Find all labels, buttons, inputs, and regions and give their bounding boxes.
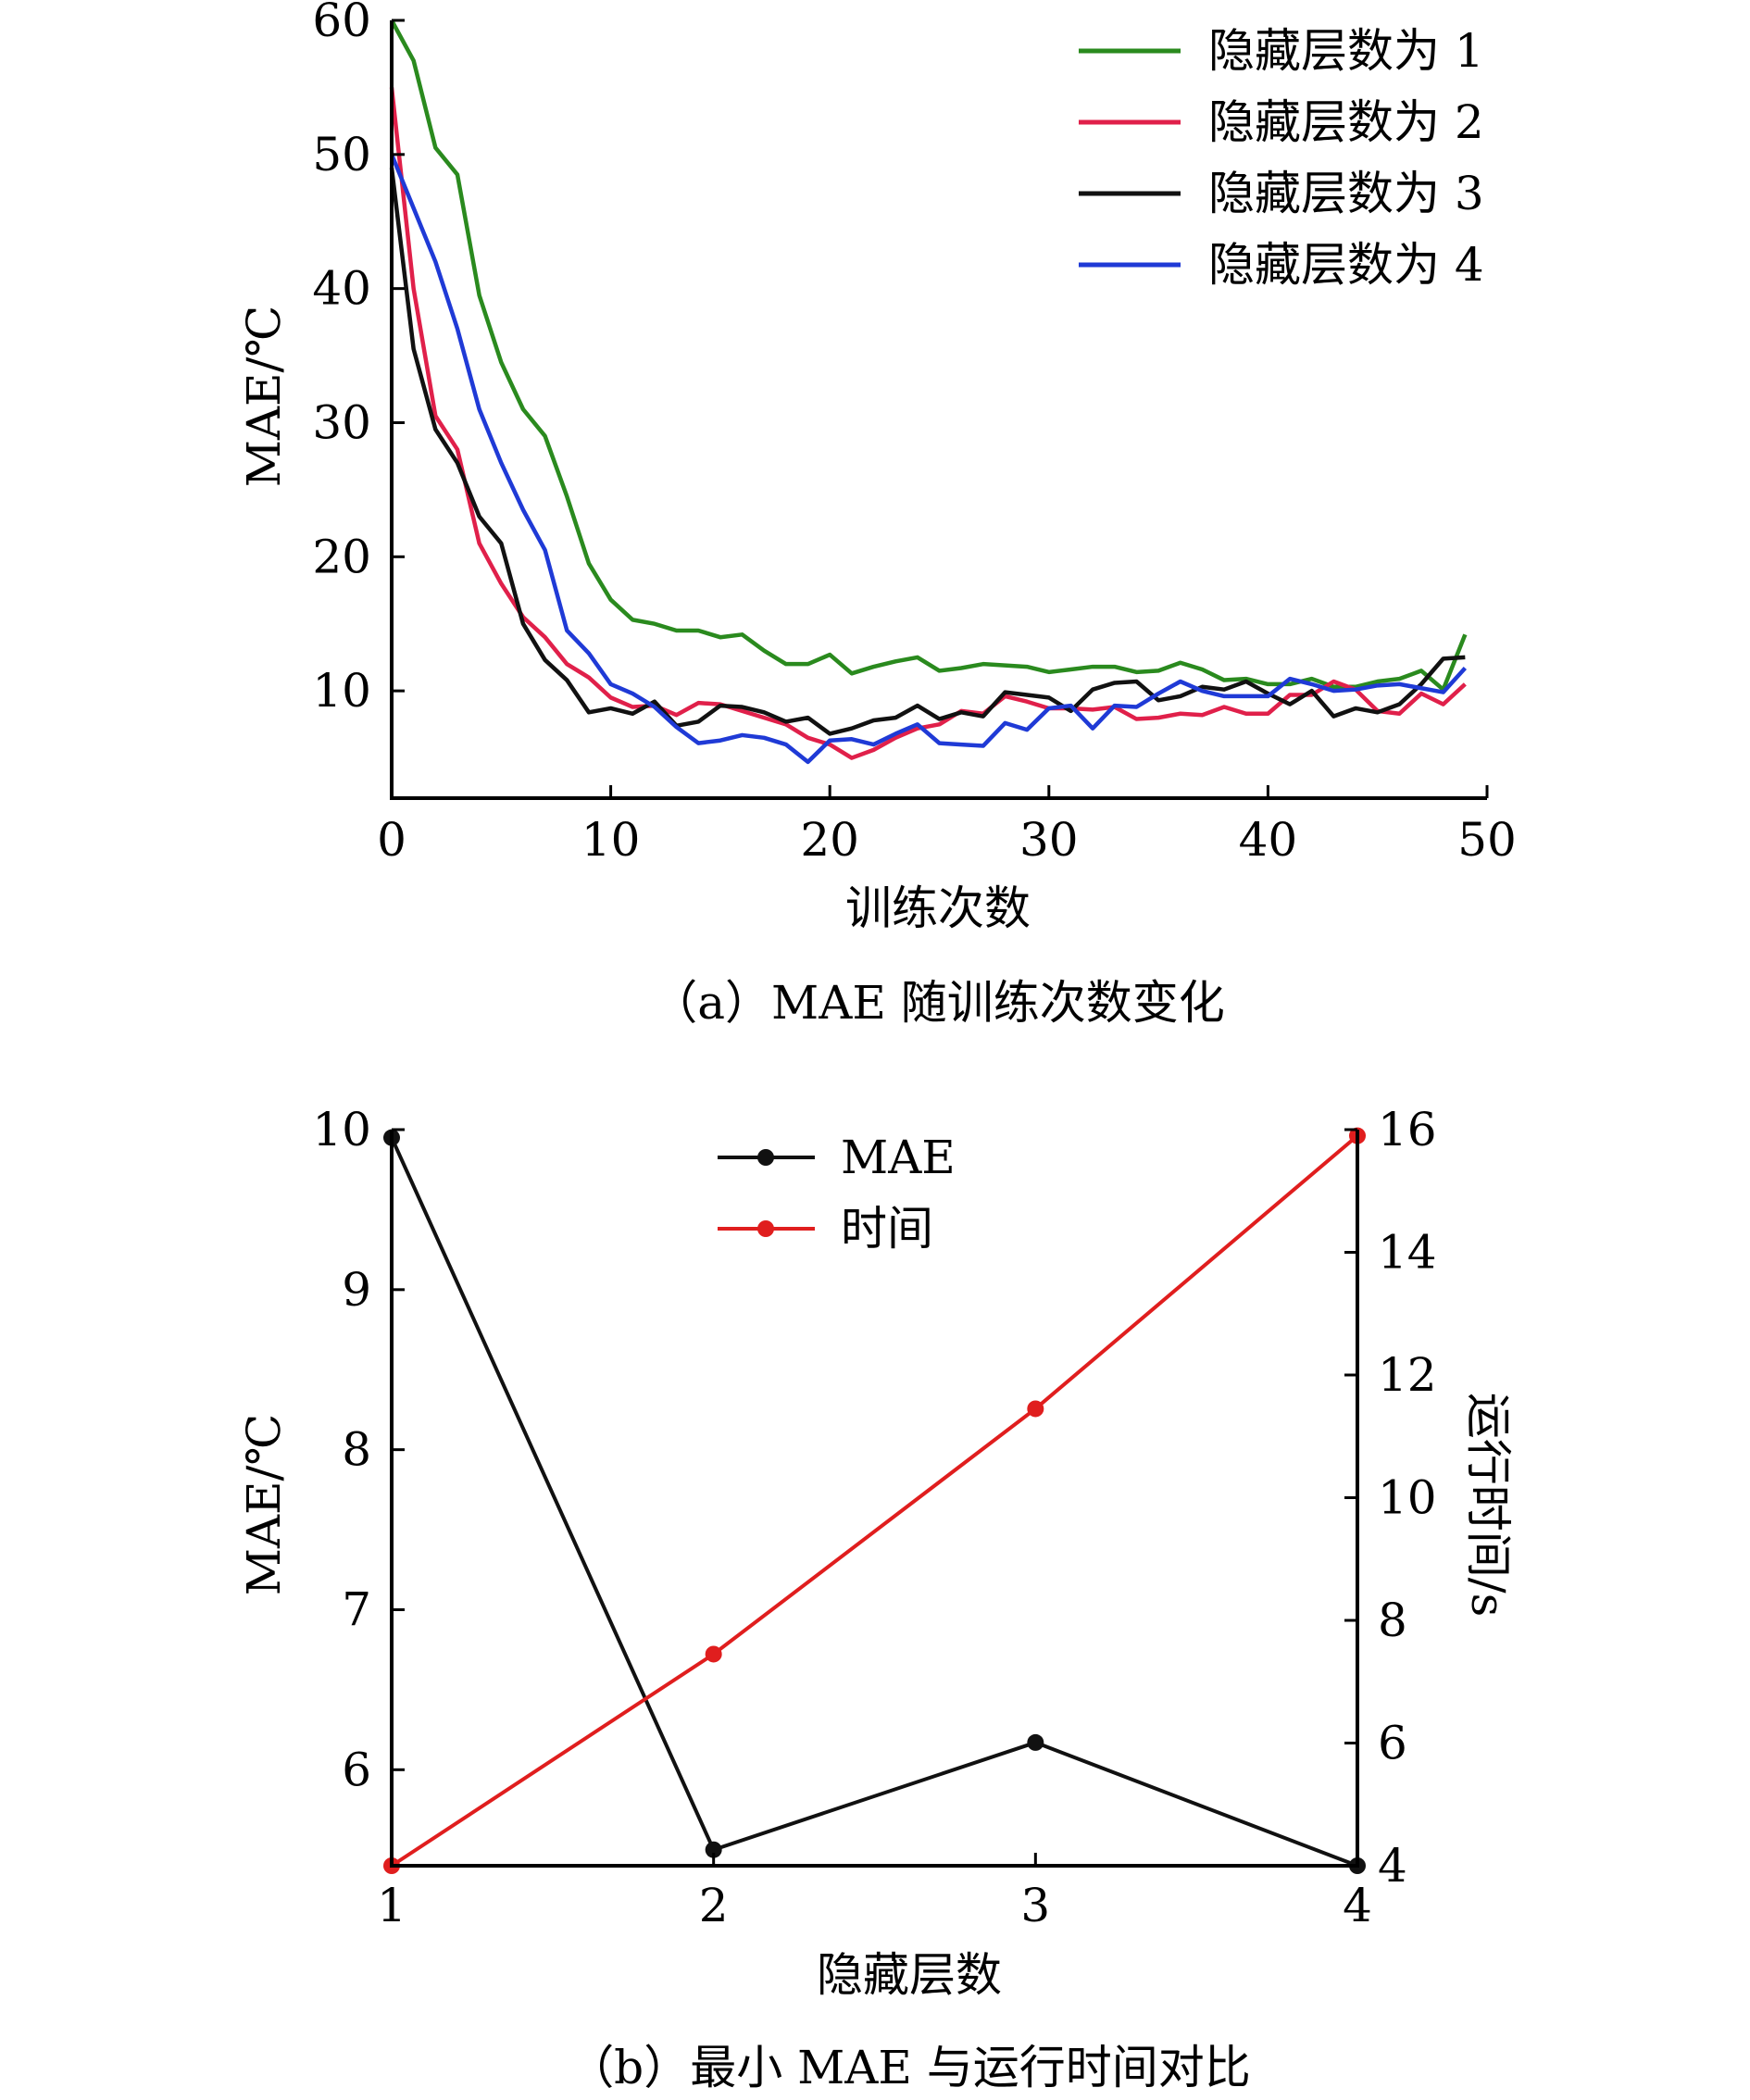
chart-a-y-tick-label: 50	[312, 128, 371, 181]
chart-b-left-y-tick-label: 9	[342, 1263, 371, 1317]
chart-b-legend-label-MAE: MAE	[841, 1131, 956, 1184]
chart-b-right-y-tick-label: 10	[1378, 1471, 1437, 1525]
chart-a-series-line-2	[389, 87, 1467, 760]
chart-b-x-tick-label: 1	[377, 1879, 406, 1932]
chart-a-x-tick-label: 30	[1019, 813, 1079, 867]
chart-b-legend-marker-时间	[757, 1220, 774, 1237]
chart-a: 0 10 20 30 40 50 10 20 30 40 50 60 训练次数 MAE/℃ 隐藏层数…	[237, 0, 1517, 1030]
chart-b-point-MAE-2	[705, 1841, 722, 1858]
chart-b-x-tick-label: 4	[1343, 1879, 1372, 1932]
chart-b-right-y-tick-label: 12	[1378, 1348, 1437, 1402]
chart-b-right-y-tick-label: 4	[1378, 1839, 1407, 1893]
chart-a-series-line-3	[389, 168, 1466, 736]
chart-b-x-axis-label: 隐藏层数	[817, 1948, 1002, 2002]
chart-a-y-tick-label: 60	[312, 0, 371, 47]
chart-a-y-ticks: 10 20 30 40 50 60	[312, 0, 405, 718]
chart-a-x-ticks: 0 10 20 30 40 50	[377, 785, 1517, 867]
chart-a-legend: 隐藏层数为 1 隐藏层数为 2 隐藏层数为 3 隐藏层数为 4	[1079, 24, 1484, 292]
chart-b-right-y-tick-label: 8	[1378, 1594, 1407, 1647]
chart-b-x-tick-label: 2	[699, 1879, 729, 1932]
chart-a-legend-label-4: 隐藏层数为 4	[1208, 238, 1484, 292]
chart-a-legend-label-1: 隐藏层数为 1	[1208, 24, 1484, 78]
chart-b-x-tick-label: 3	[1020, 1879, 1050, 1932]
chart-b-left-y-ticks: 6 7 8 9 10	[312, 1103, 405, 1796]
chart-a-series-line-4	[389, 153, 1468, 765]
chart-b-right-y-axis-label: 运行时间/s	[1461, 1393, 1515, 1618]
chart-b-left-y-axis-label: MAE/℃	[237, 1414, 291, 1596]
chart-b-right-y-tick-label: 16	[1378, 1103, 1437, 1156]
chart-b-left-y-tick-label: 7	[342, 1582, 371, 1636]
chart-b-legend-marker-MAE	[757, 1149, 774, 1166]
chart-a-y-tick-label: 20	[312, 530, 371, 583]
chart-a-y-tick-label: 30	[312, 395, 371, 449]
chart-b-point-MAE-3	[1027, 1733, 1044, 1751]
chart-b-series-line-MAE	[390, 1136, 1358, 1868]
chart-a-x-axis-label: 训练次数	[845, 881, 1031, 935]
chart-a-series-group	[389, 19, 1468, 765]
chart-b-left-y-tick-label: 10	[312, 1103, 371, 1156]
chart-a-y-tick-label: 40	[312, 262, 371, 316]
chart-b-right-y-tick-label: 14	[1378, 1226, 1437, 1280]
chart-a-legend-label-2: 隐藏层数为 2	[1208, 95, 1484, 149]
chart-b-caption: （b）最小 MAE 与运行时间对比	[568, 2041, 1251, 2094]
chart-a-y-axis-label: MAE/℃	[237, 306, 291, 488]
chart-b-left-y-tick-label: 6	[342, 1743, 371, 1796]
chart-b-point-时间-2	[705, 1645, 722, 1663]
chart-b-legend-label-时间: 时间	[841, 1202, 933, 1256]
chart-b-legend: MAE 时间	[718, 1131, 956, 1256]
chart-a-x-tick-label: 40	[1239, 813, 1298, 867]
chart-a-x-tick-label: 0	[377, 813, 406, 867]
chart-b-series-line-时间	[390, 1134, 1359, 1868]
chart-b-point-时间-3	[1027, 1400, 1044, 1418]
chart-b-left-y-tick-label: 8	[342, 1423, 371, 1477]
chart-b-right-y-ticks: 4 6 8 10 12 14 16	[1344, 1103, 1437, 1893]
chart-a-x-tick-label: 50	[1457, 813, 1517, 867]
chart-a-y-tick-label: 10	[312, 664, 371, 718]
chart-a-x-tick-label: 20	[800, 813, 859, 867]
chart-a-legend-label-3: 隐藏层数为 3	[1208, 167, 1484, 220]
chart-a-caption: （a）MAE 随训练次数变化	[651, 976, 1225, 1030]
chart-a-x-tick-label: 10	[581, 813, 641, 867]
chart-b-x-ticks: 1 2 3 4	[377, 1853, 1372, 1932]
chart-b-right-y-tick-label: 6	[1378, 1717, 1407, 1770]
